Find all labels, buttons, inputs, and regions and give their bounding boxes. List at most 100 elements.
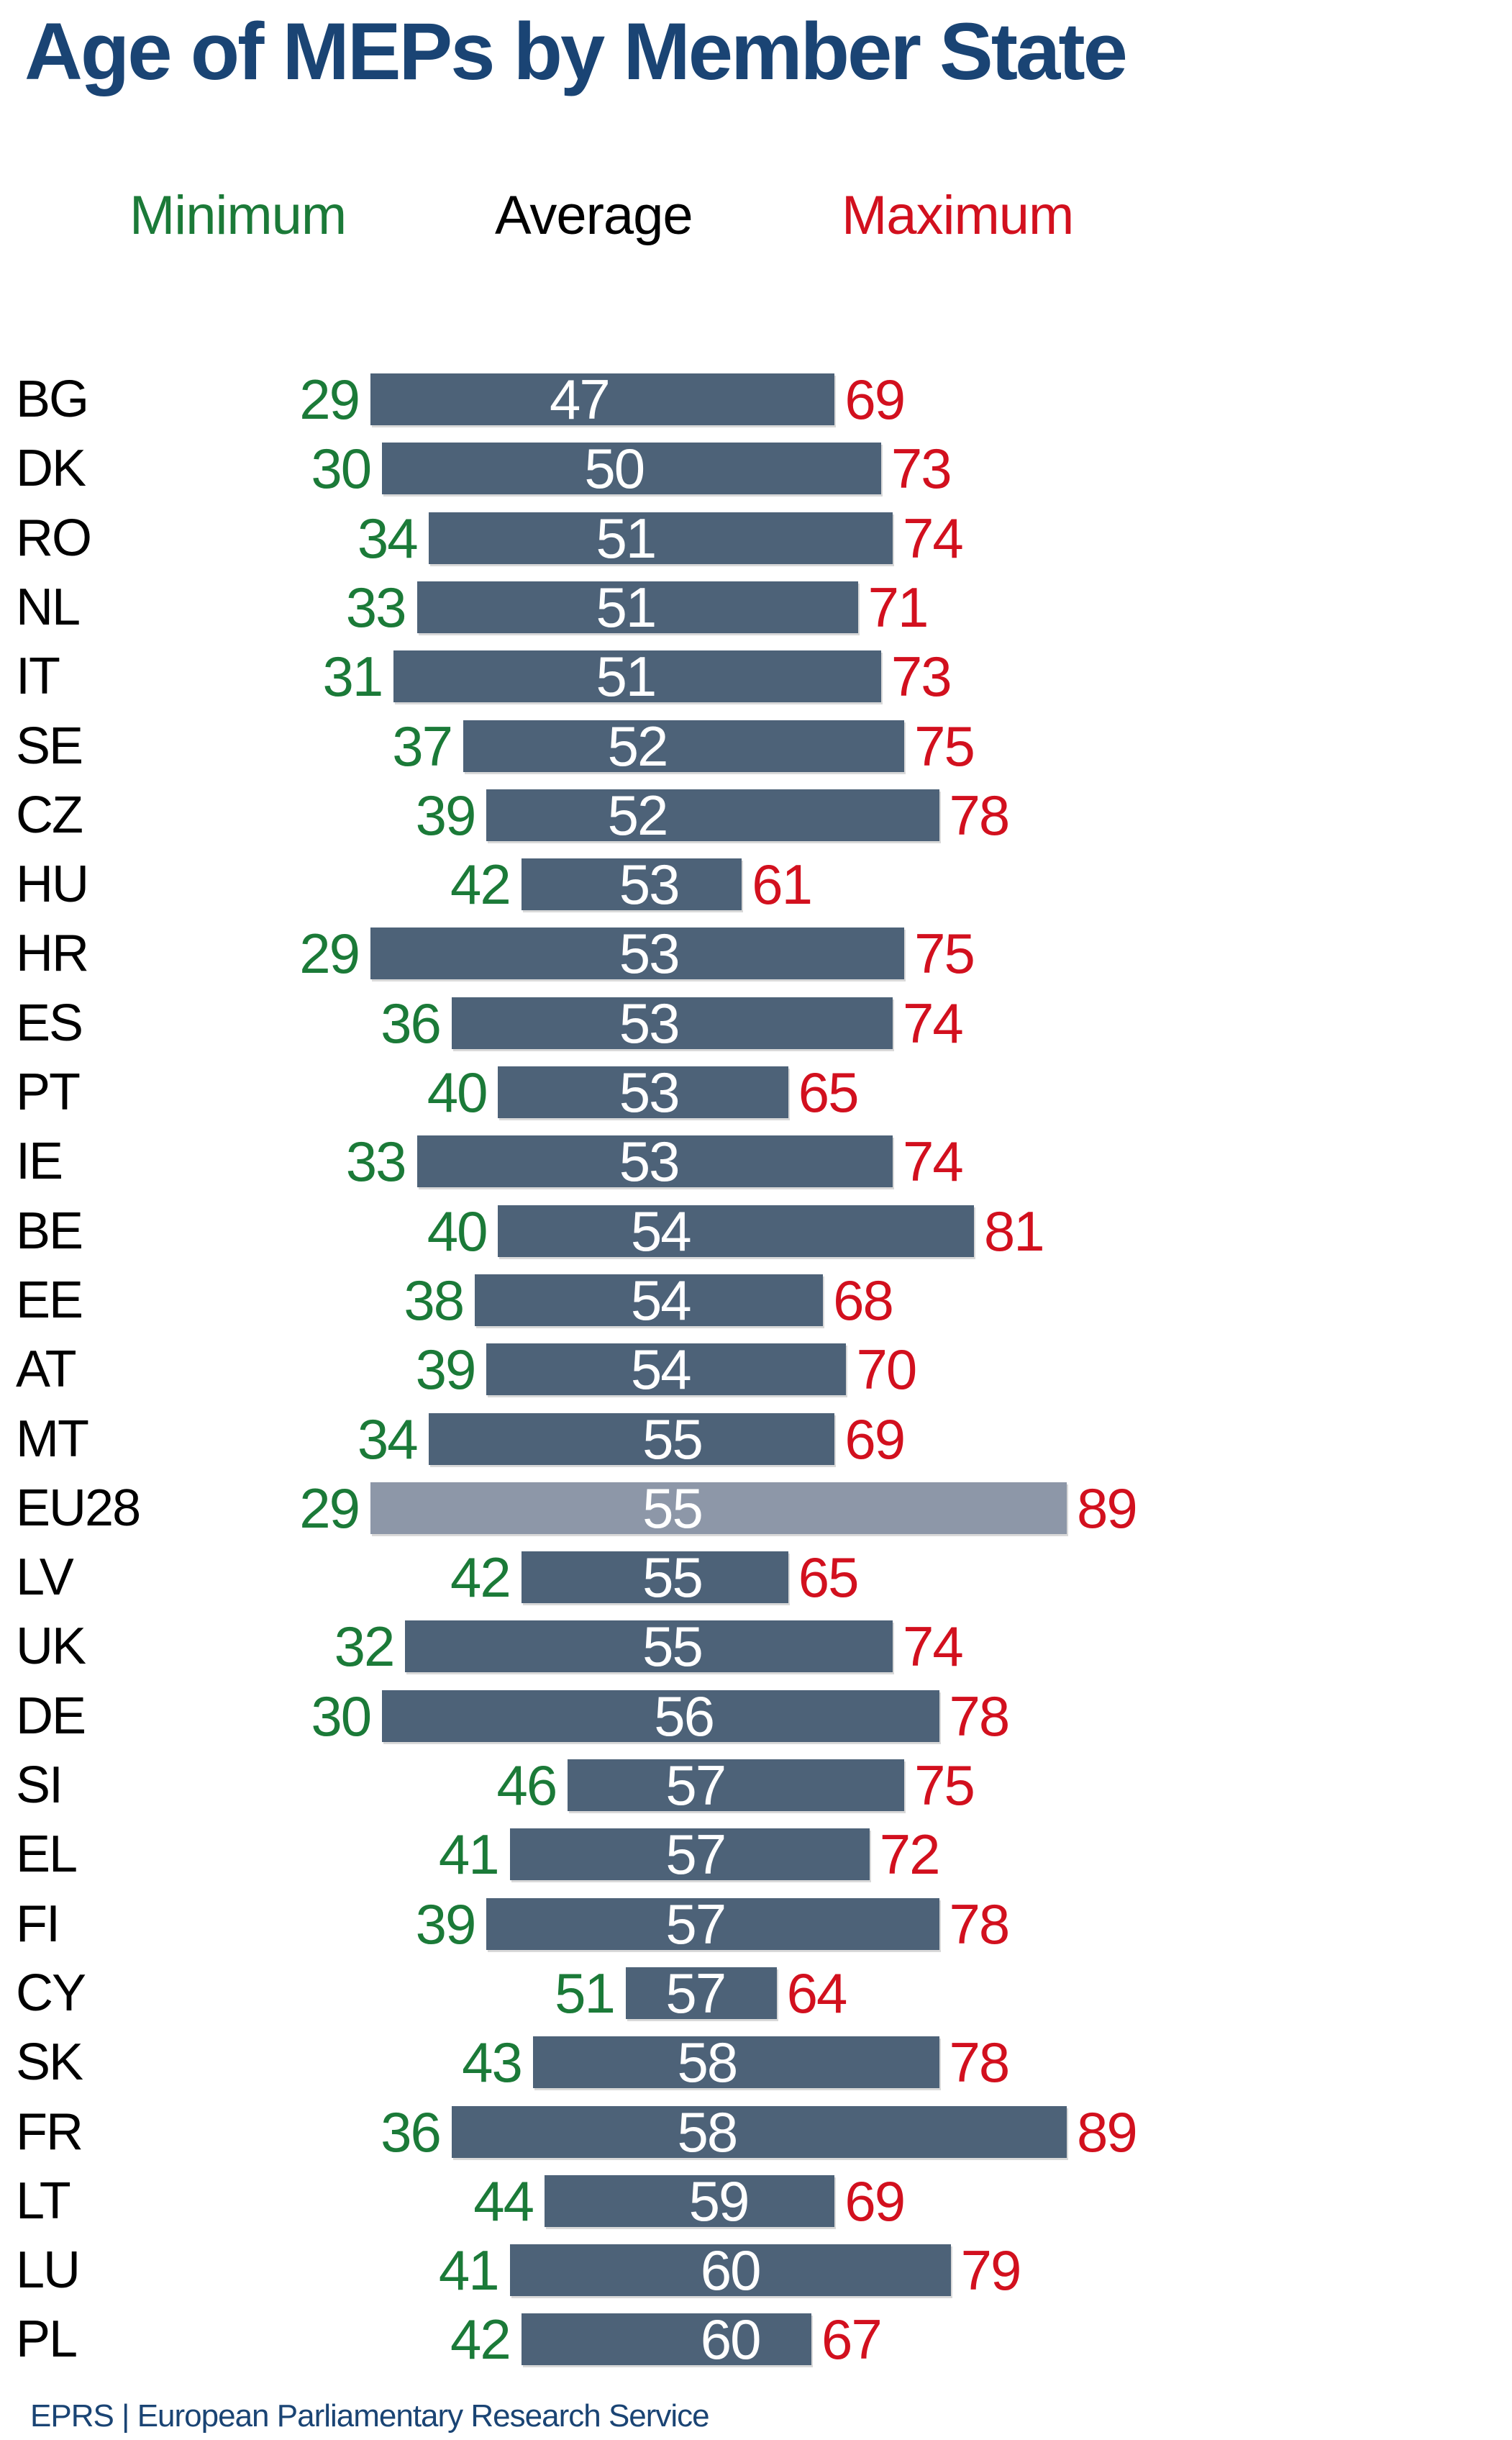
min-age-value: 42 [450,853,511,917]
country-row: ES 36 53 74 [0,989,1512,1058]
country-row: IE 33 53 74 [0,1127,1512,1196]
range-bar [498,1066,788,1118]
max-age-value: 65 [798,1546,860,1610]
max-age-value: 74 [902,1615,964,1679]
country-row: BE 40 54 81 [0,1197,1512,1266]
max-age-value: 78 [949,1684,1011,1748]
min-age-value: 38 [404,1268,465,1332]
country-label: PT [16,1063,81,1121]
country-row: FR 36 58 89 [0,2097,1512,2167]
range-bar [486,789,939,841]
min-age-value: 29 [299,922,360,986]
country-label: MT [16,1410,89,1468]
min-age-value: 40 [427,1199,488,1263]
country-label: LU [16,2241,81,2300]
range-bar [498,1205,974,1257]
country-label: HU [16,856,89,914]
min-age-value: 43 [462,2031,523,2095]
range-bar [416,1135,893,1188]
country-label: RO [16,509,92,567]
max-age-value: 61 [752,853,813,917]
max-age-value: 75 [914,1754,975,1817]
country-row: SK 43 58 78 [0,2028,1512,2097]
range-bar [509,1828,870,1881]
min-age-value: 40 [427,1061,488,1124]
min-age-value: 30 [311,437,372,501]
country-label: LV [16,1548,74,1607]
max-age-value: 73 [891,645,952,709]
avg-age-value: 53 [619,853,680,917]
country-label: CY [16,1964,86,2022]
legend-average-label: Average [495,185,693,246]
max-age-value: 69 [844,368,906,431]
country-label: EE [16,1271,83,1329]
country-label: BE [16,1202,83,1260]
max-age-value: 79 [960,2239,1022,2303]
country-row: LT 44 59 69 [0,2167,1512,2236]
min-age-value: 31 [322,645,384,709]
range-bar [532,2036,939,2089]
range-bar [393,650,881,703]
avg-age-value: 54 [630,1268,692,1332]
country-row: SI 46 57 75 [0,1751,1512,1820]
max-age-value: 69 [844,2169,906,2233]
avg-age-value: 55 [642,1476,703,1540]
avg-age-value: 55 [642,1615,703,1679]
avg-age-value: 50 [584,437,645,501]
country-label: NL [16,578,81,636]
avg-age-value: 52 [607,783,669,847]
range-bar [486,1343,847,1396]
min-age-value: 33 [345,1130,407,1194]
max-age-value: 67 [821,2308,883,2372]
country-label: EU28 [16,1479,141,1537]
avg-age-value: 56 [654,1684,715,1748]
min-age-value: 46 [496,1754,557,1817]
range-bar [486,1897,939,1950]
country-row: BG 29 47 69 [0,365,1512,434]
min-age-value: 37 [392,714,453,778]
country-row: HU 42 53 61 [0,850,1512,919]
min-age-value: 36 [381,991,442,1055]
min-age-value: 41 [438,1823,500,1887]
range-bar [521,2313,812,2366]
legend: Minimum Average Maximum [0,189,1512,260]
max-age-value: 71 [867,575,929,639]
max-age-value: 69 [844,1407,906,1471]
max-age-value: 81 [983,1199,1045,1263]
range-bar [568,1759,905,1811]
country-label: FR [16,2103,83,2161]
country-row: EU28 29 55 89 [0,1474,1512,1543]
avg-age-value: 57 [665,1892,727,1956]
country-label: SI [16,1756,63,1814]
country-row: DE 30 56 78 [0,1682,1512,1751]
avg-age-value: 57 [665,1754,727,1817]
avg-age-value: 55 [642,1407,703,1471]
max-age-value: 72 [879,1823,941,1887]
range-bar [475,1274,824,1326]
min-age-value: 30 [311,1684,372,1748]
max-age-value: 75 [914,922,975,986]
range-bar [370,373,835,425]
footer-credit: EPRS | European Parliamentary Research S… [30,2398,710,2434]
range-bar [544,2174,835,2227]
min-age-value: 42 [450,1546,511,1610]
avg-age-value: 53 [619,1061,680,1124]
max-age-value: 78 [949,2031,1011,2095]
max-age-value: 78 [949,1892,1011,1956]
country-label: HR [16,925,89,983]
avg-age-value: 51 [596,506,657,570]
country-row: DK 30 50 73 [0,434,1512,503]
avg-age-value: 60 [700,2239,762,2303]
max-age-value: 74 [902,991,964,1055]
country-row: CY 51 57 64 [0,1959,1512,2028]
country-row: PL 42 60 67 [0,2305,1512,2374]
country-row: PT 40 53 65 [0,1058,1512,1127]
range-bar [370,928,905,980]
max-age-value: 74 [902,506,964,570]
min-age-value: 34 [357,506,419,570]
min-age-value: 29 [299,368,360,431]
country-label: ES [16,994,83,1052]
range-bar-highlight [370,1482,1067,1534]
avg-age-value: 58 [677,2031,738,2095]
